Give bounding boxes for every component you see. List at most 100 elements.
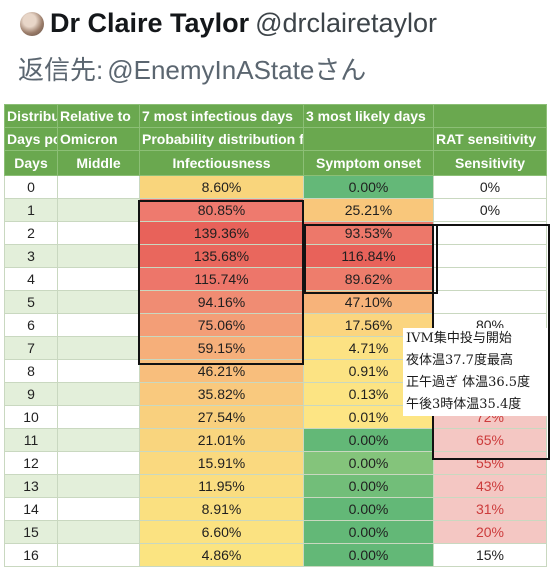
- infectiousness-cell: 115.74%: [139, 267, 304, 291]
- symptom-onset-cell: 116.84%: [303, 244, 434, 268]
- spreadsheet-image: Distribu Relative to 7 most infectious day…: [0, 104, 550, 578]
- symptom-onset-cell: 0.00%: [303, 543, 434, 567]
- symptom-onset-cell: 0.00%: [303, 175, 434, 199]
- header-cell: Relative to: [57, 104, 140, 128]
- table-row: 13 11.95% 0.00% 43%: [4, 474, 547, 498]
- middle-cell: [57, 382, 140, 406]
- middle-cell: [57, 198, 140, 222]
- user-handle[interactable]: @drclairetaylor: [255, 8, 438, 38]
- day-cell: 6: [4, 313, 58, 337]
- table-row: 14 8.91% 0.00% 31%: [4, 497, 547, 521]
- symptom-onset-cell: 0.00%: [303, 474, 434, 498]
- day-cell: 1: [4, 198, 58, 222]
- symptom-onset-cell: 25.21%: [303, 198, 434, 222]
- day-cell: 11: [4, 428, 58, 452]
- display-name[interactable]: Dr Claire Taylor: [50, 8, 250, 38]
- middle-cell: [57, 336, 140, 360]
- table-row: 5 94.16% 47.10%: [4, 290, 547, 314]
- table-row: 1 80.85% 25.21% 0%: [4, 198, 547, 222]
- middle-cell: [57, 267, 140, 291]
- sensitivity-cell: 15%: [433, 543, 547, 567]
- table-row: 11 21.01% 0.00% 65%: [4, 428, 547, 452]
- middle-cell: [57, 175, 140, 199]
- day-cell: 10: [4, 405, 58, 429]
- sensitivity-cell: 43%: [433, 474, 547, 498]
- annotation-line: 正午過ぎ 体温36.5度: [406, 375, 531, 390]
- symptom-onset-cell: 47.10%: [303, 290, 434, 314]
- header-cell: 3 most likely days: [303, 104, 434, 128]
- header-cell: RAT sensitivity: [433, 127, 547, 151]
- header-cell: [303, 127, 434, 151]
- data-table: Distribu Relative to 7 most infectious day…: [4, 104, 547, 567]
- infectiousness-cell: 11.95%: [139, 474, 304, 498]
- infectiousness-cell: 139.36%: [139, 221, 304, 245]
- infectiousness-cell: 15.91%: [139, 451, 304, 475]
- header-cell: Days po: [4, 127, 58, 151]
- day-cell: 14: [4, 497, 58, 521]
- column-header-infectiousness: Infectiousness: [139, 150, 304, 176]
- symptom-onset-cell: 0.00%: [303, 428, 434, 452]
- column-header-sensitivity: Sensitivity: [433, 150, 547, 176]
- middle-cell: [57, 405, 140, 429]
- day-cell: 2: [4, 221, 58, 245]
- middle-cell: [57, 244, 140, 268]
- middle-cell: [57, 451, 140, 475]
- day-cell: 16: [4, 543, 58, 567]
- day-cell: 13: [4, 474, 58, 498]
- table-row: 12 15.91% 0.00% 55%: [4, 451, 547, 475]
- middle-cell: [57, 497, 140, 521]
- symptom-onset-cell: 0.00%: [303, 497, 434, 521]
- annotation-line: 午後3時体温35.4度: [406, 397, 522, 412]
- header-row: Days po Omicron Probability distribution f…: [4, 127, 547, 151]
- symptom-onset-cell: 93.53%: [303, 221, 434, 245]
- avatar[interactable]: [20, 12, 44, 36]
- symptom-onset-cell: 89.62%: [303, 267, 434, 291]
- header-row: Distribu Relative to 7 most infectious day…: [4, 104, 547, 128]
- infectiousness-cell: 27.54%: [139, 405, 304, 429]
- infectiousness-cell: 4.86%: [139, 543, 304, 567]
- day-cell: 12: [4, 451, 58, 475]
- column-header-middle: Middle: [57, 150, 140, 176]
- table-row: 2 139.36% 93.53%: [4, 221, 547, 245]
- annotation-line: 夜体温37.7度最高: [406, 353, 513, 368]
- header-cell: Probability distribution function: [139, 127, 304, 151]
- infectiousness-cell: 46.21%: [139, 359, 304, 383]
- middle-cell: [57, 428, 140, 452]
- symptom-onset-cell: 0.00%: [303, 451, 434, 475]
- header-cell: Distribu: [4, 104, 58, 128]
- middle-cell: [57, 313, 140, 337]
- table-row: 4 115.74% 89.62%: [4, 267, 547, 291]
- infectiousness-cell: 75.06%: [139, 313, 304, 337]
- tweet-header: Dr Claire Taylor @drclairetaylor 返信先: @Ene…: [0, 0, 550, 102]
- day-cell: 5: [4, 290, 58, 314]
- day-cell: 15: [4, 520, 58, 544]
- day-cell: 0: [4, 175, 58, 199]
- table-row: 0 8.60% 0.00% 0%: [4, 175, 547, 199]
- middle-cell: [57, 290, 140, 314]
- infectiousness-cell: 94.16%: [139, 290, 304, 314]
- middle-cell: [57, 520, 140, 544]
- infectiousness-cell: 59.15%: [139, 336, 304, 360]
- sensitivity-cell: 31%: [433, 497, 547, 521]
- sensitivity-cell: [433, 290, 547, 314]
- day-cell: 9: [4, 382, 58, 406]
- reply-target-link[interactable]: @EnemyInAStateさん: [107, 55, 367, 85]
- column-header-symptom-onset: Symptom onset: [303, 150, 434, 176]
- day-cell: 4: [4, 267, 58, 291]
- day-cell: 3: [4, 244, 58, 268]
- middle-cell: [57, 543, 140, 567]
- middle-cell: [57, 474, 140, 498]
- symptom-onset-cell: 0.00%: [303, 520, 434, 544]
- sensitivity-cell: 65%: [433, 428, 547, 452]
- table-row: 15 6.60% 0.00% 20%: [4, 520, 547, 544]
- sensitivity-cell: 55%: [433, 451, 547, 475]
- middle-cell: [57, 221, 140, 245]
- infectiousness-cell: 8.60%: [139, 175, 304, 199]
- reply-prefix: 返信先:: [18, 55, 104, 85]
- header-cell: [433, 104, 547, 128]
- sensitivity-cell: [433, 267, 547, 291]
- header-row: Days Middle Infectiousness Symptom onset Sen…: [4, 150, 547, 176]
- infectiousness-cell: 6.60%: [139, 520, 304, 544]
- table-row: 16 4.86% 0.00% 15%: [4, 543, 547, 567]
- infectiousness-cell: 35.82%: [139, 382, 304, 406]
